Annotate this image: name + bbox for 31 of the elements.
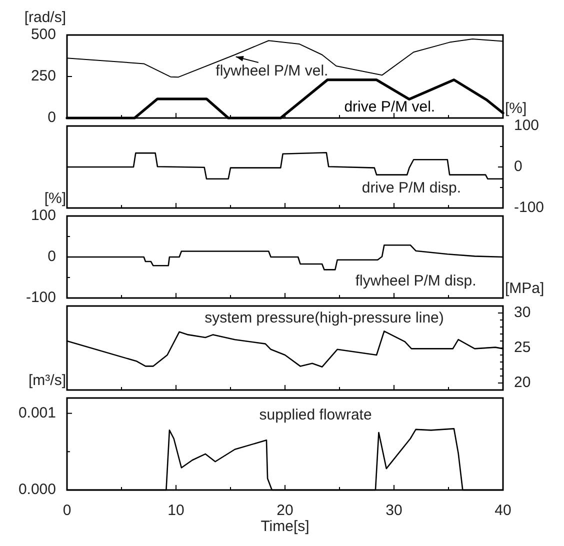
x-tick-label: 40 bbox=[494, 502, 512, 520]
x-tick-label: 0 bbox=[62, 502, 72, 520]
y-tick-label: 30 bbox=[514, 304, 531, 322]
y-tick-label: 0 bbox=[48, 109, 56, 126]
y-axis-title: [MPa] bbox=[505, 280, 544, 298]
series-label: drive P/M disp. bbox=[362, 179, 462, 196]
y-axis-title: [rad/s] bbox=[24, 9, 66, 26]
y-tick-label: 20 bbox=[514, 374, 531, 392]
x-tick-label: 20 bbox=[276, 502, 294, 520]
y-axis-title: [m³/s] bbox=[28, 372, 66, 390]
y-tick-label: 100 bbox=[30, 207, 56, 224]
y-axis-title: [%] bbox=[505, 100, 527, 118]
series-label: system pressure(high-pressure line) bbox=[204, 310, 444, 327]
x-tick-label: 10 bbox=[168, 502, 184, 520]
legend-label: flywheel P/M vel. bbox=[216, 62, 328, 80]
y-tick-label: 25 bbox=[514, 339, 531, 356]
y-tick-label: -100 bbox=[26, 289, 56, 306]
y-axis-title: [%] bbox=[44, 190, 66, 208]
y-tick-label: -100 bbox=[514, 199, 544, 216]
series-label: drive P/M vel. bbox=[344, 98, 436, 116]
x-tick-label: 30 bbox=[386, 502, 402, 520]
y-tick-label: 0 bbox=[514, 158, 522, 176]
y-tick-label: 250 bbox=[30, 68, 56, 85]
y-tick-label: 500 bbox=[30, 26, 56, 44]
y-tick-label: 0.000 bbox=[18, 481, 56, 498]
y-tick-label: 0.001 bbox=[18, 404, 56, 422]
y-tick-label: 0 bbox=[48, 248, 56, 266]
x-axis-title: Time[s] bbox=[260, 518, 310, 536]
series-label: flywheel P/M disp. bbox=[355, 272, 476, 290]
series-label: supplied flowrate bbox=[259, 406, 372, 424]
y-tick-label: 100 bbox=[514, 117, 540, 134]
